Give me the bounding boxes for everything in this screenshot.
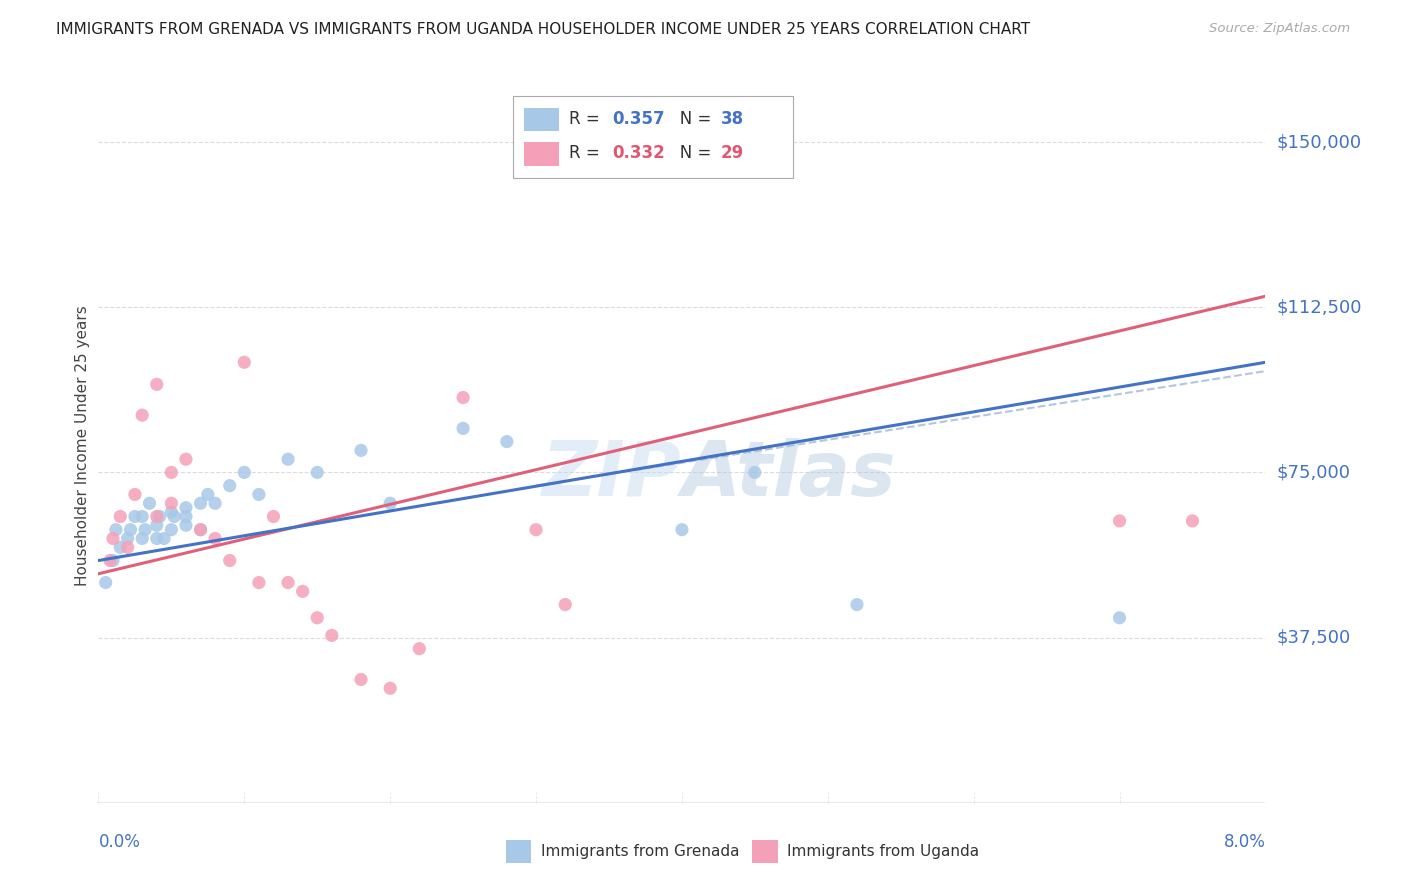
Text: 0.357: 0.357 (612, 111, 665, 128)
Bar (506, 840, 531, 863)
Point (554, 598, 576, 612)
Point (146, 377, 169, 392)
Text: N =: N = (665, 111, 717, 128)
Point (408, 641, 430, 656)
Point (174, 500, 197, 515)
Point (131, 509, 153, 524)
Point (190, 496, 212, 510)
Point (350, 443, 373, 458)
Y-axis label: Householder Income Under 25 years: Householder Income Under 25 years (75, 306, 90, 586)
Point (120, 523, 142, 537)
Text: 29: 29 (720, 145, 744, 162)
Point (190, 523, 212, 537)
Text: Immigrants from Uganda: Immigrants from Uganda (787, 845, 980, 859)
Point (174, 509, 197, 524)
Bar (524, 142, 560, 166)
Point (1181, 514, 1204, 528)
Point (218, 553, 240, 567)
Point (321, 628, 343, 642)
Text: $75,000: $75,000 (1277, 464, 1351, 482)
Point (451, 421, 474, 435)
Point (160, 466, 183, 480)
Text: $37,500: $37,500 (1277, 629, 1351, 647)
Point (233, 355, 256, 369)
Point (277, 575, 299, 590)
Point (131, 532, 153, 546)
Point (174, 452, 197, 467)
Point (277, 452, 299, 467)
Text: ZIP: ZIP (543, 438, 682, 511)
Point (262, 509, 284, 524)
Point (146, 518, 169, 533)
Point (496, 434, 519, 449)
Text: 38: 38 (720, 111, 744, 128)
Bar (752, 840, 778, 863)
Text: Source: ZipAtlas.com: Source: ZipAtlas.com (1209, 22, 1350, 36)
Point (233, 466, 256, 480)
Point (98, 553, 121, 567)
Point (671, 523, 693, 537)
Point (350, 673, 373, 687)
Point (291, 584, 314, 599)
Text: Atlas: Atlas (682, 438, 897, 511)
Point (101, 532, 124, 546)
Text: 8.0%: 8.0% (1223, 833, 1265, 851)
Text: 0.332: 0.332 (612, 145, 665, 162)
Point (110, 509, 132, 524)
Point (524, 523, 547, 537)
Text: IMMIGRANTS FROM GRENADA VS IMMIGRANTS FROM UGANDA HOUSEHOLDER INCOME UNDER 25 YE: IMMIGRANTS FROM GRENADA VS IMMIGRANTS FR… (56, 22, 1031, 37)
Point (149, 509, 172, 524)
Point (131, 408, 153, 422)
Point (307, 466, 329, 480)
Point (204, 496, 226, 510)
Point (134, 523, 156, 537)
Text: R =: R = (568, 145, 605, 162)
Point (174, 518, 197, 533)
Point (146, 509, 169, 524)
Text: Immigrants from Grenada: Immigrants from Grenada (541, 845, 740, 859)
Point (146, 532, 169, 546)
Point (160, 505, 183, 519)
Point (94, 575, 117, 590)
Point (218, 478, 240, 492)
FancyBboxPatch shape (513, 96, 793, 178)
Point (845, 598, 868, 612)
Point (451, 391, 474, 405)
Point (104, 523, 127, 537)
Text: R =: R = (568, 111, 605, 128)
Point (160, 523, 183, 537)
Point (1108, 514, 1130, 528)
Point (378, 496, 402, 510)
Bar (524, 108, 560, 131)
Point (153, 532, 176, 546)
Point (110, 541, 132, 555)
Point (160, 496, 183, 510)
Point (307, 611, 329, 625)
Point (197, 487, 219, 501)
Point (378, 681, 402, 696)
Point (1108, 611, 1130, 625)
Point (204, 532, 226, 546)
Point (247, 575, 270, 590)
Point (247, 487, 270, 501)
Point (124, 487, 146, 501)
Point (117, 532, 139, 546)
Point (138, 496, 160, 510)
Text: N =: N = (665, 145, 717, 162)
Point (101, 553, 124, 567)
Text: 0.0%: 0.0% (98, 833, 141, 851)
Point (163, 509, 186, 524)
Point (124, 509, 146, 524)
Point (744, 466, 766, 480)
Point (117, 541, 139, 555)
Point (190, 523, 212, 537)
Text: $112,500: $112,500 (1277, 298, 1362, 317)
Text: $150,000: $150,000 (1277, 133, 1361, 151)
